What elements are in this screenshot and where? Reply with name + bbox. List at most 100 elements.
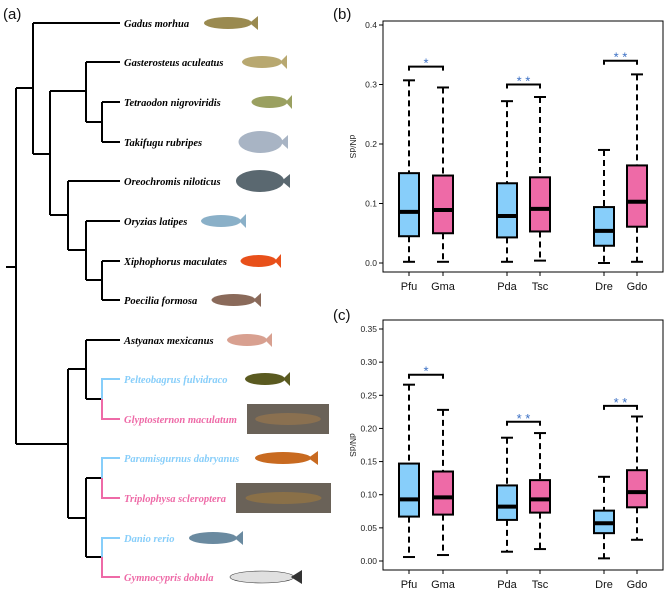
y-tick-label: 0.3: [365, 80, 377, 90]
fish-tail: [285, 95, 292, 109]
x-tick-label: Gma: [431, 579, 456, 591]
significance-bracket: [603, 59, 638, 65]
tree-leaf: Xiphophorus maculates: [123, 254, 281, 268]
y-axis-label: dN/dS: [348, 433, 358, 457]
boxplot-panel-c: 0.00 0.05 0.10 0.15 0.20 0.25 0.30 0.35 dN/dS Pfu…: [348, 319, 664, 591]
x-tick-label: Gdo: [627, 579, 648, 591]
triplophysa-photo-icon: [236, 483, 331, 513]
catfish-icon: [245, 372, 290, 386]
tree-branch-blue: [101, 457, 120, 478]
species-label: Xiphophorus maculates: [123, 257, 227, 268]
box-Pfu: [398, 383, 420, 559]
species-label: Poecilia formosa: [124, 296, 197, 307]
y-tick-label: 0.30: [360, 357, 377, 367]
species-label: Paramisgurnus dabryanus: [124, 454, 239, 465]
fish-body: [240, 255, 277, 267]
boxplot-panel-b: 0.0 0.1 0.2 0.3 0.4 dN/dS Pfu Gma Pda Tsc Dre Gdo * *…: [348, 20, 664, 293]
y-tick-label: 0.35: [360, 324, 377, 334]
significance-bracket: [408, 373, 444, 379]
x-tick-label: Tsc: [532, 579, 549, 591]
zebrafish-icon: [189, 531, 243, 545]
box-iqr: [529, 479, 551, 514]
x-tick-label: Pfu: [401, 281, 418, 293]
box-iqr: [398, 172, 420, 238]
molly-fish-icon: [211, 293, 261, 307]
fish-body: [238, 131, 283, 153]
x-tick-label: Pda: [497, 281, 517, 293]
tree-leaf: Triplophysa scleroptera: [124, 483, 331, 513]
species-label: Oreochromis niloticus: [124, 177, 221, 188]
x-tick-label: Gdo: [627, 281, 648, 293]
species-label: Gymnocypris dobula: [124, 573, 214, 584]
plot-frame: [382, 319, 664, 571]
species-label: Takifugu rubripes: [124, 138, 202, 149]
fish-body: [255, 413, 321, 425]
tree-branch-pink: [101, 399, 120, 420]
species-label: Oryzias latipes: [124, 217, 187, 228]
fish-tail: [290, 570, 302, 584]
box-Dre: [593, 475, 615, 560]
tree-leaf: Poecilia formosa: [124, 293, 261, 307]
x-tick-label: Pfu: [401, 579, 418, 591]
significance-stars: * *: [614, 50, 628, 65]
fish-body: [251, 96, 288, 108]
fish-body: [242, 56, 282, 68]
panel-label-b: (b): [333, 6, 351, 23]
significance-bracket: [603, 404, 638, 410]
y-tick-label: 0.4: [365, 20, 377, 30]
fish-tail: [280, 55, 287, 69]
box-iqr: [432, 470, 454, 516]
fish-body: [245, 373, 285, 385]
y-tick-label: 0.05: [360, 523, 377, 533]
tilapia-fish-icon: [236, 170, 290, 192]
y-tick-label: 0.10: [360, 490, 377, 500]
tree-branch-pink: [101, 557, 120, 578]
y-tick-label: 0.00: [360, 556, 377, 566]
tree-leaf: Glyptosternon maculatum: [124, 404, 329, 434]
phylogenetic-tree: [6, 22, 120, 578]
box-iqr: [529, 176, 551, 233]
fish-body: [236, 170, 284, 192]
significance-stars: *: [423, 56, 428, 71]
box-Pfu: [398, 79, 420, 263]
species-label: Pelteobagrus fulvidraco: [124, 375, 228, 386]
fish-body: [211, 294, 256, 306]
species-label: Danio rerio: [123, 534, 174, 545]
species-label: Gadus morhua: [124, 19, 189, 30]
box-iqr: [626, 164, 648, 228]
tree-leaf: Pelteobagrus fulvidraco: [124, 372, 290, 386]
pufferfish-spotted-icon: [251, 95, 292, 109]
fish-tail: [265, 333, 272, 347]
tree-leaf: Takifugu rubripes: [124, 131, 288, 153]
significance-bracket: [408, 65, 444, 71]
significance-bracket: [506, 420, 541, 426]
tree-leaf: Gymnocypris dobula: [124, 570, 302, 584]
fish-tail: [280, 135, 288, 149]
significance-stars: * *: [517, 74, 531, 89]
species-label: Gasterosteus aculeatus: [124, 58, 223, 69]
x-tick-label: Dre: [595, 281, 613, 293]
x-tick-label: Dre: [595, 579, 613, 591]
fish-body: [229, 570, 295, 584]
tree-leaf: Danio rerio: [123, 531, 243, 545]
panel-label-c: (c): [333, 307, 351, 324]
x-tick-label: Gma: [431, 281, 456, 293]
box-Dre: [593, 148, 615, 264]
tree-leaf: Astyanax mexicanus: [123, 333, 272, 347]
box-Gdo: [626, 73, 648, 263]
tree-leaf: Gasterosteus aculeatus: [124, 55, 287, 69]
box-Tsc: [529, 432, 551, 551]
box-iqr: [626, 469, 648, 509]
y-tick-label: 0.1: [365, 199, 377, 209]
y-tick-label: 0.2: [365, 139, 377, 149]
fish-body: [189, 532, 237, 544]
box-Pda: [496, 100, 518, 263]
y-tick-label: 0.0: [365, 258, 377, 268]
fish-tail: [283, 372, 290, 386]
tree-leaf: Oreochromis niloticus: [124, 170, 290, 192]
glyptosternon-photo-icon: [247, 404, 329, 434]
box-Gdo: [626, 415, 648, 541]
tree-leaf: Paramisgurnus dabryanus: [124, 451, 318, 465]
fish-body: [227, 334, 267, 346]
